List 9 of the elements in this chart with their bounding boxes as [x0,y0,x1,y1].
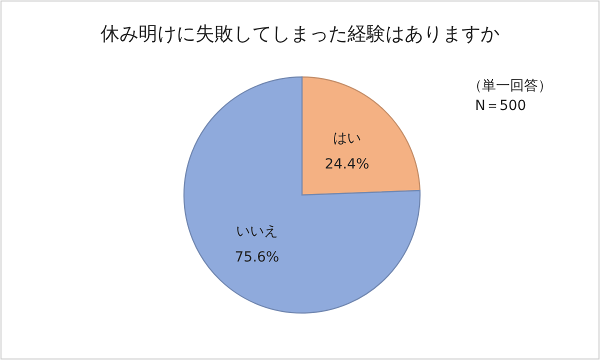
text: N＝500 [475,98,526,114]
data-label: 24.4% [324,156,370,172]
pie-slice [301,76,421,196]
chart-title: 休み明けに失敗してしまった経験はありますか [100,23,500,45]
pie-slice [183,76,421,314]
data-label: 75.6% [234,250,280,266]
text: （単一回答） [468,78,552,94]
slice-label: はい [333,130,362,146]
slice-label: いいえ [236,224,278,240]
